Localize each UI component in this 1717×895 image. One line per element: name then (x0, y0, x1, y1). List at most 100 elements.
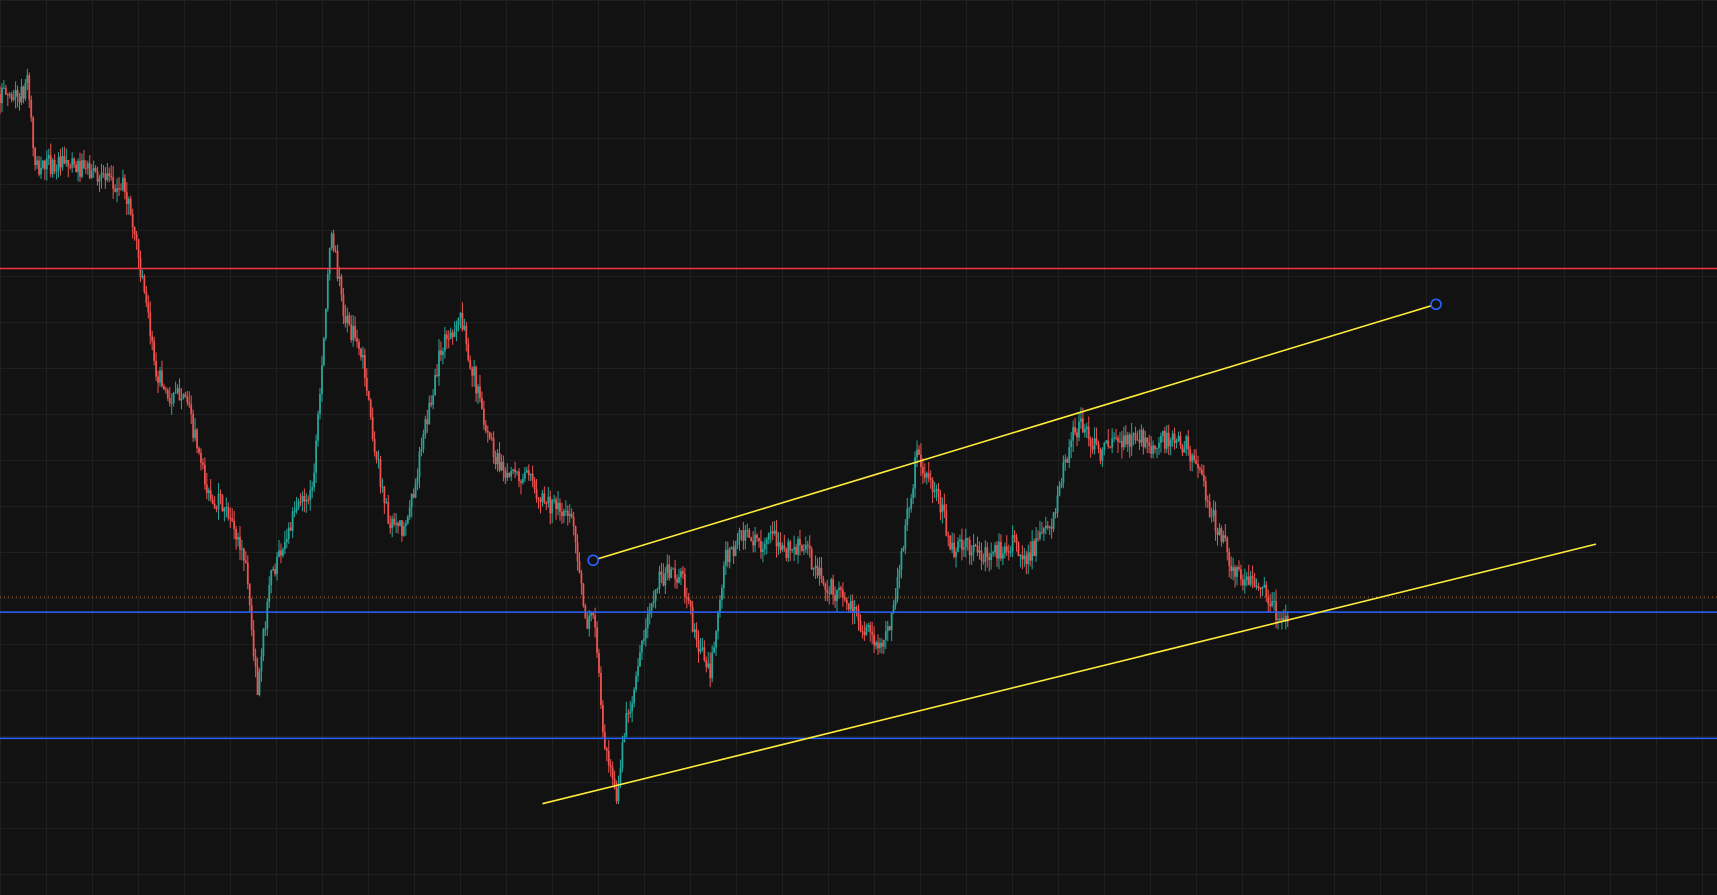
candle-body (122, 177, 124, 190)
horizontal-levels[interactable] (0, 267, 1717, 740)
candle-body (1191, 455, 1194, 462)
candle-body (178, 388, 181, 401)
candle-body (951, 542, 954, 550)
candle-body (155, 360, 157, 377)
candle-body (481, 398, 483, 409)
trendlines[interactable] (542, 298, 1597, 805)
trendline-end-handle[interactable] (1430, 298, 1442, 311)
candle-body (59, 156, 62, 168)
candle-body (250, 605, 253, 630)
candle-body (886, 626, 889, 632)
candle-body (1099, 448, 1102, 461)
candle-body (781, 545, 784, 551)
lower-channel-trendline[interactable] (542, 543, 1597, 805)
candle-body (205, 484, 208, 493)
candle-body (1243, 580, 1246, 586)
candle-body (910, 498, 913, 509)
candle-body (1078, 421, 1080, 438)
candle-body (61, 155, 64, 168)
candle-body (635, 676, 637, 690)
candle-body (123, 177, 126, 193)
candle-body (342, 294, 345, 317)
candle-body (1134, 433, 1137, 441)
candle-body (272, 569, 275, 571)
candle-body (916, 449, 918, 458)
candle-body (851, 600, 854, 613)
candle-body (1183, 448, 1186, 453)
candle-body (131, 214, 134, 228)
candle-body (88, 163, 91, 178)
upper-channel-trendline[interactable] (592, 303, 1437, 562)
candle-body (828, 592, 831, 594)
candle-body (53, 159, 56, 172)
candle-body (129, 198, 132, 215)
candle-body (321, 365, 323, 394)
candle-body (194, 429, 197, 438)
candle-body (859, 620, 862, 631)
candle-body (492, 438, 495, 457)
candle-body (621, 742, 624, 769)
candle-body (28, 75, 31, 100)
candle-body (1228, 551, 1231, 566)
candle-body (43, 160, 46, 170)
candle-body (609, 765, 612, 768)
candle-body (865, 626, 868, 636)
candle-body (545, 502, 548, 504)
candle-body (1, 87, 3, 104)
candle-body (266, 602, 269, 629)
candle-body (787, 541, 790, 558)
candle-body (79, 160, 81, 177)
candle-body (404, 523, 407, 527)
candle-body (24, 82, 27, 99)
candle-body (553, 499, 556, 501)
candle-body (884, 631, 887, 641)
candle-body (301, 495, 304, 502)
candle-body (20, 86, 23, 103)
candle-body (945, 510, 948, 536)
candle-body (1013, 535, 1016, 538)
candle-body (1023, 555, 1026, 560)
candle-body (344, 316, 347, 324)
candle-body (676, 578, 678, 583)
candle-body (1095, 438, 1098, 444)
candle-body (711, 652, 714, 679)
candle-body (170, 403, 173, 405)
candle-body (256, 666, 259, 695)
candle-body (1255, 586, 1258, 588)
candle-body (94, 168, 97, 172)
candle-body (927, 473, 930, 478)
candle-body (561, 511, 563, 517)
candle-body (1009, 551, 1012, 553)
candle-body (1056, 495, 1059, 513)
candle-body (38, 160, 40, 175)
candle-body (496, 452, 499, 465)
candle-body (315, 440, 317, 473)
candle-body (1074, 427, 1076, 433)
candle-body (773, 530, 776, 534)
candle-body (631, 703, 634, 712)
candle-body (1021, 554, 1024, 560)
candle-body (890, 612, 893, 631)
candle-body (401, 520, 403, 536)
candle-body (972, 545, 975, 552)
candle-body (596, 627, 598, 654)
candle-body (227, 506, 230, 518)
candle-body (482, 408, 485, 425)
candle-body (402, 526, 405, 536)
candle-body (57, 156, 60, 171)
candle-body (303, 495, 306, 502)
candle-body (459, 312, 462, 318)
candle-body (705, 660, 708, 668)
candle-body (576, 542, 579, 562)
candle-body (254, 656, 257, 667)
candle-body (1161, 430, 1164, 437)
candle-body (1251, 576, 1254, 578)
candle-body (332, 233, 335, 251)
candle-body (1122, 435, 1125, 448)
candle-body (346, 315, 349, 324)
candle-body (22, 86, 25, 99)
trendline-start-handle[interactable] (587, 554, 599, 567)
